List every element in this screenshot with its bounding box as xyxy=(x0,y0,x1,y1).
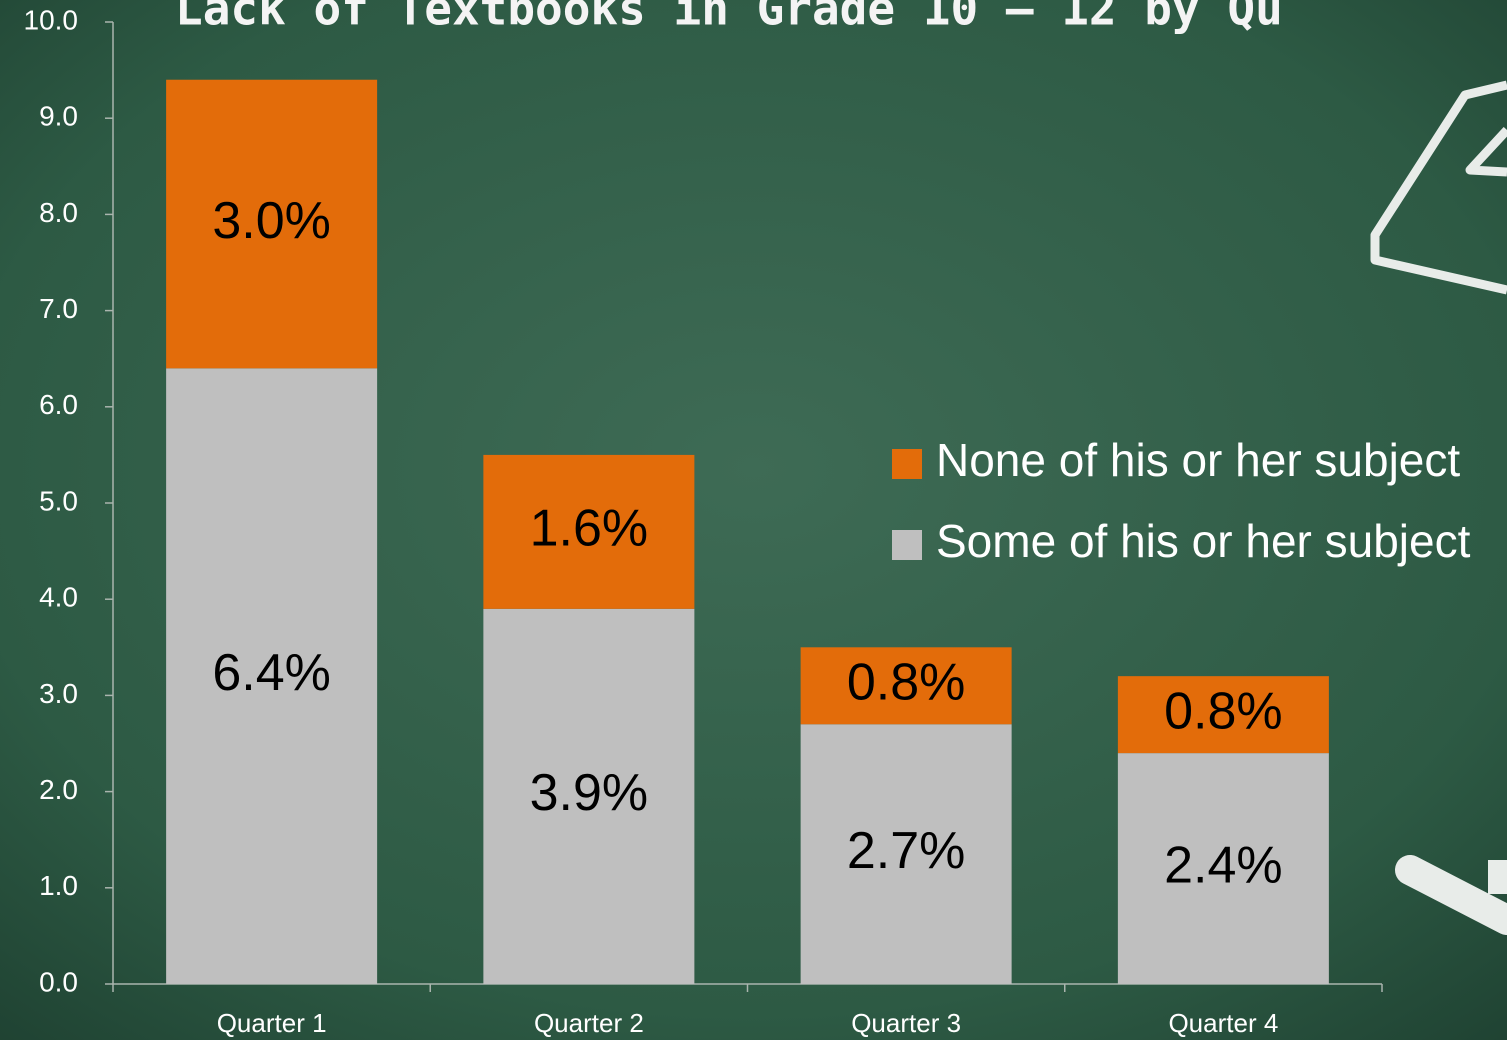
y-tick-label: 0.0 xyxy=(39,966,78,997)
legend-swatch xyxy=(892,449,922,479)
data-label: 2.4% xyxy=(1164,836,1283,894)
bar-segment xyxy=(483,608,695,984)
data-label: 0.8% xyxy=(847,654,966,712)
book-doodle xyxy=(1370,80,1507,295)
y-tick-label: 10.0 xyxy=(24,4,79,35)
y-tick-label: 6.0 xyxy=(39,389,78,420)
x-tick-label: Quarter 1 xyxy=(217,1008,327,1038)
chalk xyxy=(1488,860,1507,894)
data-label: 6.4% xyxy=(212,644,331,702)
bar-segment xyxy=(1117,753,1329,984)
x-tick-label: Quarter 3 xyxy=(851,1008,961,1038)
legend-swatch xyxy=(892,530,922,560)
data-label: 0.8% xyxy=(1164,682,1283,740)
chart-title: Lack of Textbooks in Grade 10 – 12 by Qu xyxy=(175,0,1283,36)
y-tick-label: 4.0 xyxy=(39,582,78,613)
bar-segment xyxy=(483,454,695,609)
y-tick-label: 7.0 xyxy=(39,293,78,324)
y-tick-label: 3.0 xyxy=(39,678,78,709)
data-label: 2.7% xyxy=(847,822,966,880)
y-tick-label: 9.0 xyxy=(39,101,78,132)
chalk xyxy=(1395,855,1507,935)
bar-segment xyxy=(800,647,1012,725)
x-tick-label: Quarter 2 xyxy=(534,1008,644,1038)
y-tick-label: 2.0 xyxy=(39,774,78,805)
x-tick-label: Quarter 4 xyxy=(1168,1008,1278,1038)
legend-label: None of his or her subject xyxy=(936,434,1460,486)
bar-segment xyxy=(800,724,1012,984)
data-label: 1.6% xyxy=(530,500,649,558)
legend-label: Some of his or her subject xyxy=(936,515,1471,567)
y-tick-label: 5.0 xyxy=(39,485,78,516)
y-tick-label: 1.0 xyxy=(39,870,78,901)
data-label: 3.0% xyxy=(212,192,331,250)
data-label: 3.9% xyxy=(530,764,649,822)
y-tick-label: 8.0 xyxy=(39,197,78,228)
bar-segment xyxy=(166,79,378,369)
bar-segment xyxy=(1117,676,1329,754)
bar-segment xyxy=(166,368,378,984)
